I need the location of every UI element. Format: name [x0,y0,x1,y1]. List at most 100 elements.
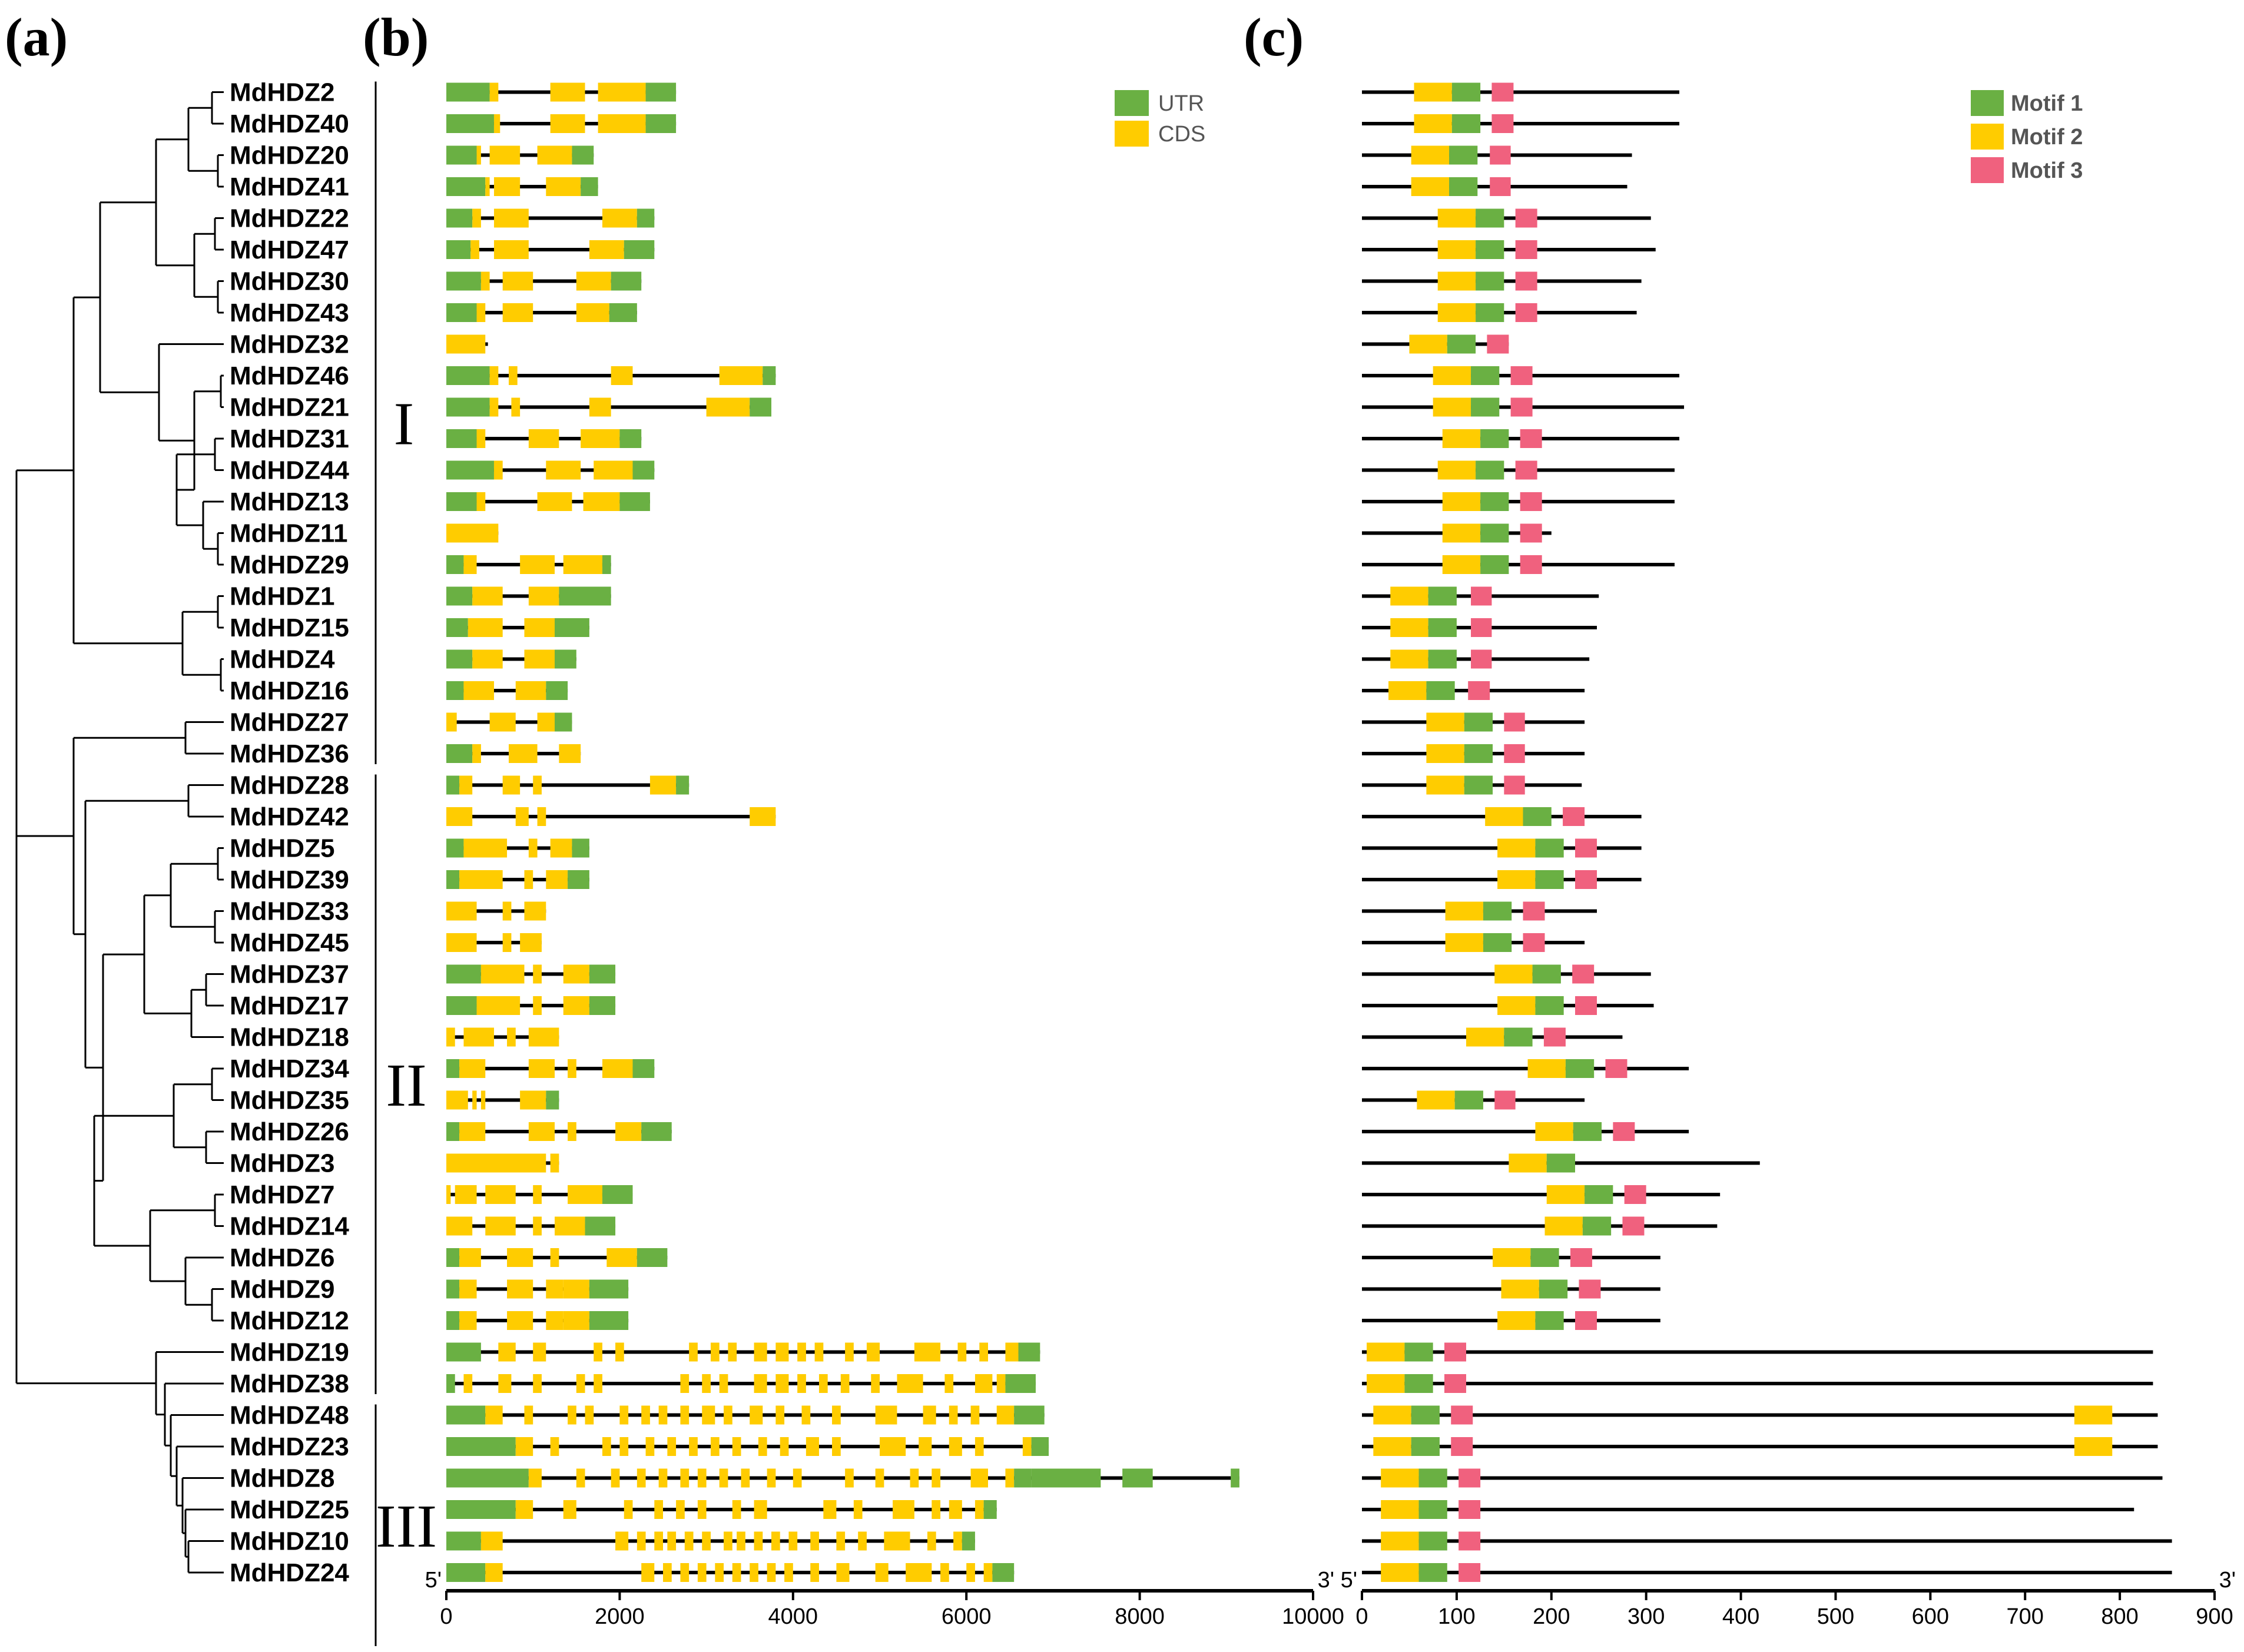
cds-block [533,1374,542,1393]
gene-structure-row [446,1185,633,1204]
motif-2-block [1493,1248,1531,1267]
motif-1-block [1504,1027,1533,1047]
cds-block [508,744,538,763]
protein-motif-row [1362,177,1628,196]
cds-block [502,303,533,322]
cds-block [832,1405,841,1425]
protein-motif-row [1362,775,1582,795]
gene-structure-panel [446,82,1239,1582]
cds-block [970,1405,980,1425]
cds-block [528,838,538,858]
cds-block [485,1185,516,1204]
motif-2-block [1437,271,1476,291]
cds-block [594,1374,602,1393]
protein-motif-row [1362,1059,1689,1078]
cds-block [459,1311,477,1330]
cds-block [511,397,521,417]
motif-3-block [1575,1311,1597,1330]
cds-block [949,1405,958,1425]
utr-block [446,82,490,102]
protein-motif-row [1362,1342,2153,1362]
motif-3-block [1520,492,1542,511]
protein-motif-row [1362,1437,2158,1456]
cds-block [480,271,490,291]
protein-motif-row [1362,1153,1760,1173]
gene-structure-tick-label: 2000 [595,1604,645,1629]
motif-2-block [1433,397,1471,417]
protein-motif-row [1362,492,1675,511]
cds-block [493,240,529,259]
motif-tick-label: 600 [1912,1604,1949,1629]
protein-motif-row [1362,1405,2158,1425]
motif-2-block [1527,1059,1566,1078]
motif-2-block [1414,114,1452,133]
cds-block [520,933,542,952]
motif-3-block [1520,555,1542,574]
gene-label: MdHDZ30 [230,267,349,296]
motif-1-block [1535,838,1564,858]
protein-motif-row [1362,901,1597,921]
motif-2-block [1373,1437,1411,1456]
cds-block [737,1531,745,1551]
cds-block [706,397,750,417]
utr-block [676,775,690,795]
utr-block [1005,1374,1036,1393]
cds-block [611,366,633,385]
cds-block [524,1405,533,1425]
protein-motif-row [1362,870,1642,889]
motif-1-block [1535,1311,1564,1330]
gene-structure-row [446,492,650,511]
gene-structure-row [446,775,690,795]
motif-2-block [1509,1153,1547,1173]
utr-block [632,460,655,480]
cds-block [489,82,499,102]
motif-legend: Motif 1 Motif 2 Motif 3 [1971,90,2083,183]
protein-motif-row [1362,807,1642,826]
gene-label: MdHDZ33 [230,897,349,926]
phylogenetic-tree [15,91,224,1574]
cds-block [724,1405,732,1425]
gene-label: MdHDZ23 [230,1432,349,1461]
cds-block [468,618,503,637]
cds-block [546,177,581,196]
utr-block [446,964,481,984]
cds-block [533,964,542,984]
motif-3-block [1622,1216,1645,1236]
utr-block [446,775,460,795]
utr-block [589,964,616,984]
gene-label: MdHDZ38 [230,1369,349,1398]
gene-structure-tick-label: 4000 [768,1604,818,1629]
cds-block [949,1437,962,1456]
gene-label: MdHDZ42 [230,802,349,831]
motif-1-block [1449,177,1478,196]
cds-block [775,1374,789,1393]
utr-block [1018,1342,1040,1362]
protein-motif-row [1362,712,1585,732]
motif-3-block [1510,397,1533,417]
cds-block [793,1468,802,1488]
cds-block [602,1059,633,1078]
gene-label: MdHDZ46 [230,361,349,390]
motif-tick-label: 700 [2007,1604,2044,1629]
cds-block [528,429,559,448]
motif-3-block [1471,618,1492,637]
protein-motif-row [1362,82,1679,102]
cds-block [446,523,499,543]
cds-block [533,1216,542,1236]
cds-block [710,1342,720,1362]
cds-block [459,1122,486,1141]
motif-tick-label: 0 [1355,1604,1368,1629]
gene-structure-row [446,1437,1049,1456]
cds-block [893,1500,914,1519]
utr-block [446,586,473,606]
utr-block [602,555,611,574]
utr-block [637,208,655,228]
cds-block [533,1185,542,1204]
utr-block [446,1500,516,1519]
gene-structure-row [446,145,594,165]
motif-3-block [1515,271,1537,291]
utr-block [1014,1405,1045,1425]
motif-2-block [1390,649,1428,669]
motif-1-block [1449,145,1478,165]
cds-block [611,1468,620,1488]
